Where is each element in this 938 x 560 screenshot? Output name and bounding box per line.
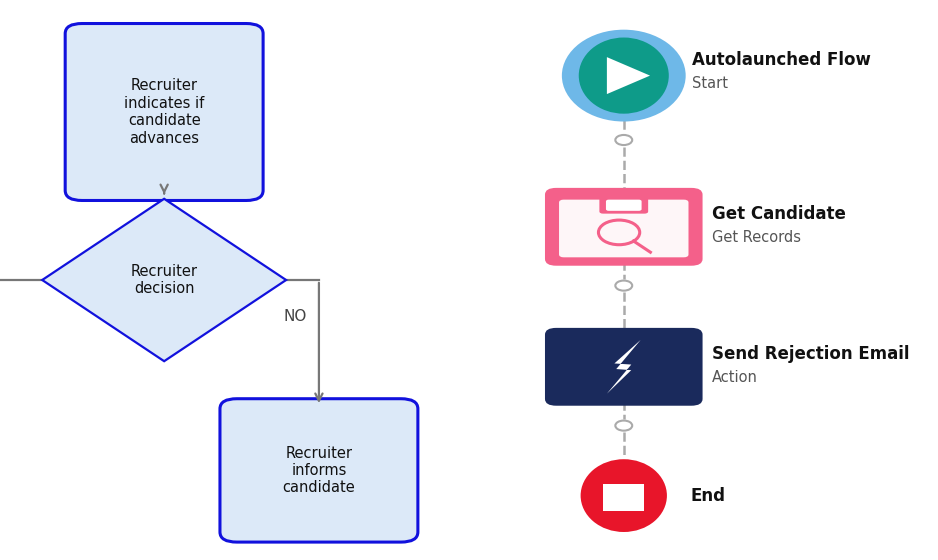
Text: Recruiter
informs
candidate: Recruiter informs candidate <box>282 446 356 495</box>
Polygon shape <box>607 57 650 94</box>
Text: Recruiter
indicates if
candidate
advances: Recruiter indicates if candidate advance… <box>124 78 204 146</box>
FancyBboxPatch shape <box>559 200 688 258</box>
FancyBboxPatch shape <box>220 399 418 542</box>
FancyBboxPatch shape <box>606 200 642 211</box>
Text: Autolaunched Flow: Autolaunched Flow <box>692 51 871 69</box>
Circle shape <box>615 281 632 291</box>
Ellipse shape <box>562 30 686 122</box>
Text: Start: Start <box>692 77 728 91</box>
FancyBboxPatch shape <box>603 484 644 511</box>
FancyBboxPatch shape <box>65 24 263 200</box>
Text: End: End <box>690 487 725 505</box>
Text: Send Rejection Email: Send Rejection Email <box>712 346 910 363</box>
Text: Action: Action <box>712 371 758 385</box>
Circle shape <box>615 421 632 431</box>
Text: Recruiter
decision: Recruiter decision <box>130 264 198 296</box>
Ellipse shape <box>579 38 669 114</box>
Text: NO: NO <box>284 309 307 324</box>
Ellipse shape <box>581 459 667 532</box>
FancyBboxPatch shape <box>599 197 648 214</box>
Text: Get Candidate: Get Candidate <box>712 206 846 223</box>
Polygon shape <box>42 199 286 361</box>
Polygon shape <box>607 340 641 394</box>
FancyBboxPatch shape <box>545 188 703 266</box>
Circle shape <box>615 135 632 145</box>
Text: Get Records: Get Records <box>712 231 801 245</box>
FancyBboxPatch shape <box>545 328 703 405</box>
